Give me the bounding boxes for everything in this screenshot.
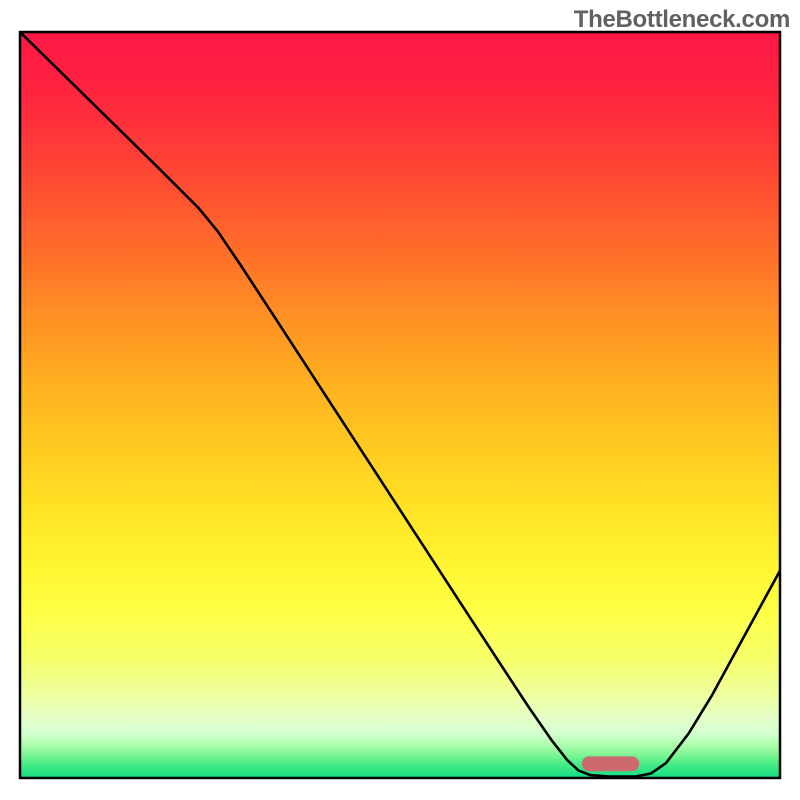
figure-root: TheBottleneck.com [0, 0, 800, 800]
attribution-label: TheBottleneck.com [574, 6, 790, 34]
bottleneck-chart [0, 0, 800, 800]
optimal-marker [582, 756, 639, 771]
